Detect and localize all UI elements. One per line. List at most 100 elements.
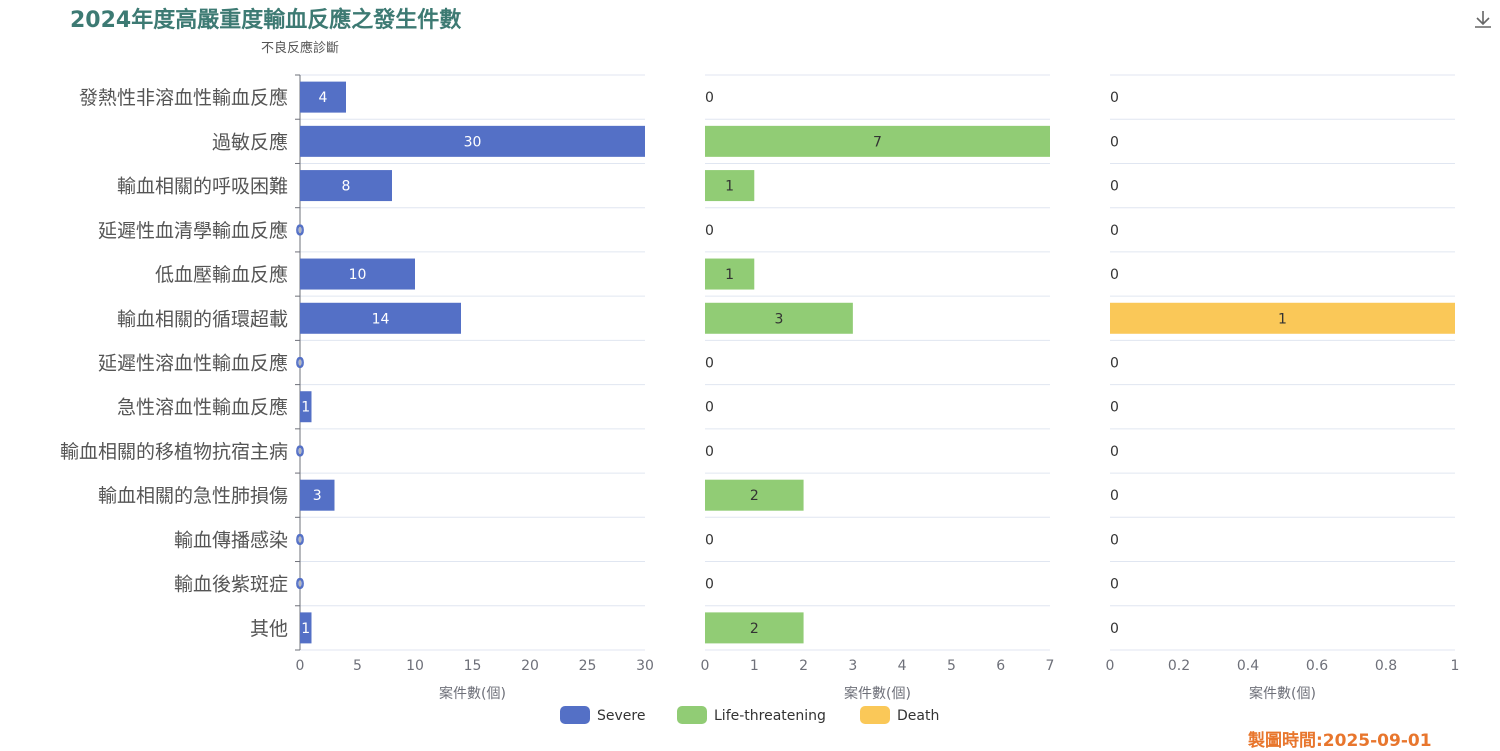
x-tick-label: 1 bbox=[750, 658, 759, 674]
data-label: 0 bbox=[705, 223, 714, 239]
bar-severe bbox=[300, 170, 392, 202]
x-axis-title: 案件數(個) bbox=[844, 685, 911, 702]
data-label: 0 bbox=[1110, 488, 1119, 504]
bar-severe bbox=[300, 479, 335, 511]
x-tick-label: 7 bbox=[1046, 658, 1055, 674]
data-label: 2 bbox=[750, 488, 759, 504]
data-label: 0 bbox=[1110, 223, 1119, 239]
bar-life-threatening bbox=[705, 479, 804, 511]
data-label: 0 bbox=[705, 356, 714, 372]
x-tick-label: 4 bbox=[898, 658, 907, 674]
data-label: 0 bbox=[296, 224, 304, 239]
data-label: 1 bbox=[301, 621, 310, 637]
legend-label[interactable]: Death bbox=[897, 708, 939, 724]
bar-life-threatening bbox=[705, 302, 853, 334]
data-label: 3 bbox=[774, 311, 783, 327]
x-axis-title: 案件數(個) bbox=[1249, 685, 1316, 702]
bar-severe bbox=[300, 302, 461, 334]
data-label: 0 bbox=[1110, 621, 1119, 637]
data-label: 0 bbox=[1110, 400, 1119, 416]
category-label: 其他 bbox=[250, 618, 288, 640]
chart-title: 2024年度高嚴重度輸血反應之發生件數 bbox=[70, 8, 462, 33]
data-label: 0 bbox=[705, 577, 714, 593]
x-tick-label: 0.4 bbox=[1237, 658, 1259, 674]
data-label: 8 bbox=[342, 179, 351, 195]
x-tick-label: 0 bbox=[1106, 658, 1115, 674]
x-tick-label: 2 bbox=[799, 658, 808, 674]
bar-severe bbox=[300, 612, 312, 644]
legend-label[interactable]: Life-threatening bbox=[714, 708, 826, 724]
data-label: 7 bbox=[873, 134, 882, 150]
data-label: 0 bbox=[1110, 134, 1119, 150]
data-label: 0 bbox=[705, 532, 714, 548]
data-label: 3 bbox=[313, 488, 322, 504]
data-label: 0 bbox=[1110, 532, 1119, 548]
x-tick-label: 3 bbox=[848, 658, 857, 674]
category-label: 輸血相關的移植物抗宿主病 bbox=[60, 441, 288, 463]
data-label: 1 bbox=[1278, 311, 1287, 327]
x-tick-label: 5 bbox=[353, 658, 362, 674]
x-tick-label: 0.6 bbox=[1306, 658, 1328, 674]
x-tick-label: 0 bbox=[701, 658, 710, 674]
category-label: 延遲性血清學輸血反應 bbox=[98, 219, 288, 242]
x-tick-label: 1 bbox=[1451, 658, 1460, 674]
data-label: 0 bbox=[296, 578, 304, 593]
data-label: 0 bbox=[1110, 577, 1119, 593]
category-label: 急性溶血性輸血反應 bbox=[117, 396, 288, 419]
legend-swatch-severe bbox=[560, 706, 590, 724]
data-label: 0 bbox=[1110, 356, 1119, 372]
data-label: 2 bbox=[750, 621, 759, 637]
x-tick-label: 30 bbox=[636, 658, 654, 674]
data-label: 0 bbox=[1110, 90, 1119, 106]
data-label: 0 bbox=[705, 400, 714, 416]
x-tick-label: 0.2 bbox=[1168, 658, 1190, 674]
legend-swatch-death bbox=[860, 706, 890, 724]
category-label: 輸血相關的呼吸困難 bbox=[117, 176, 288, 198]
bar-life-threatening bbox=[705, 258, 755, 290]
category-label: 低血壓輸血反應 bbox=[155, 263, 288, 286]
category-label: 輸血相關的急性肺損傷 bbox=[98, 485, 288, 507]
x-axis-title: 案件數(個) bbox=[439, 685, 506, 702]
x-tick-label: 6 bbox=[996, 658, 1005, 674]
bar-life-threatening bbox=[705, 125, 1050, 157]
data-label: 0 bbox=[296, 445, 304, 460]
x-tick-label: 10 bbox=[406, 658, 424, 674]
data-label: 1 bbox=[301, 400, 310, 416]
x-tick-label: 20 bbox=[521, 658, 539, 674]
bar-severe bbox=[300, 391, 312, 423]
data-label: 10 bbox=[349, 267, 367, 283]
data-label: 0 bbox=[705, 90, 714, 106]
download-icon[interactable] bbox=[1472, 8, 1494, 30]
bar-life-threatening bbox=[705, 612, 804, 644]
category-label: 延遲性溶血性輸血反應 bbox=[98, 352, 288, 375]
legend-label[interactable]: Severe bbox=[597, 708, 645, 724]
bar-severe bbox=[300, 81, 346, 113]
data-label: 1 bbox=[725, 179, 734, 195]
bar-severe bbox=[300, 258, 415, 290]
data-label: 14 bbox=[372, 311, 390, 327]
category-label: 發熱性非溶血性輸血反應 bbox=[79, 86, 288, 109]
data-label: 30 bbox=[464, 134, 482, 150]
data-label: 1 bbox=[725, 267, 734, 283]
category-label: 輸血相關的循環超載 bbox=[117, 308, 288, 330]
data-label: 0 bbox=[705, 444, 714, 460]
category-label: 輸血後紫斑症 bbox=[174, 574, 288, 596]
data-label: 4 bbox=[319, 90, 328, 106]
y-axis-title: 不良反應診斷 bbox=[261, 40, 339, 56]
bar-severe bbox=[300, 125, 645, 157]
x-tick-label: 0.8 bbox=[1375, 658, 1397, 674]
data-label: 0 bbox=[296, 357, 304, 372]
x-tick-label: 25 bbox=[579, 658, 597, 674]
x-tick-label: 5 bbox=[947, 658, 956, 674]
category-label: 過敏反應 bbox=[212, 130, 288, 153]
x-tick-label: 15 bbox=[464, 658, 482, 674]
chart-date: 製圖時間:2025-09-01 bbox=[1248, 731, 1432, 751]
category-label: 輸血傳播感染 bbox=[174, 529, 288, 551]
bar-death bbox=[1110, 302, 1455, 334]
data-label: 0 bbox=[296, 533, 304, 548]
legend-swatch-life-threatening bbox=[677, 706, 707, 724]
data-label: 0 bbox=[1110, 267, 1119, 283]
data-label: 0 bbox=[1110, 444, 1119, 460]
x-tick-label: 0 bbox=[296, 658, 305, 674]
